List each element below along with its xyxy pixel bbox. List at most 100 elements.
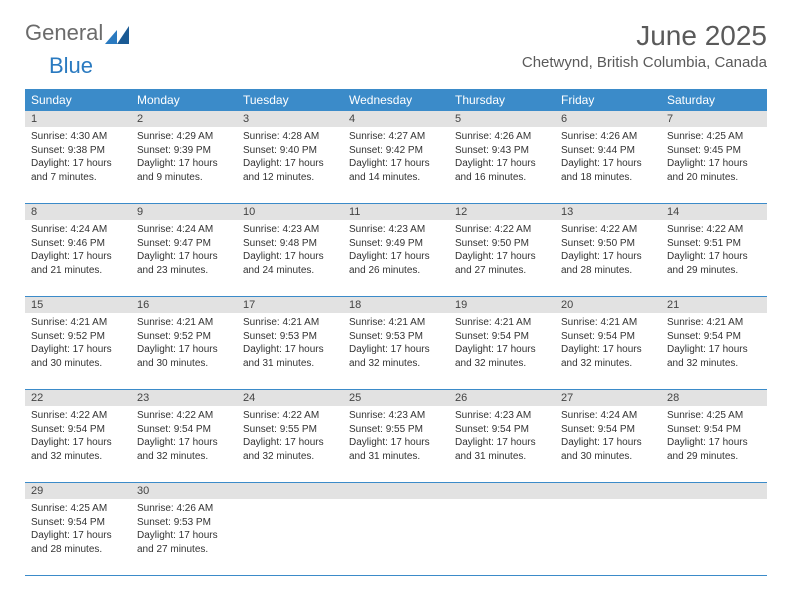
calendar-cell: Sunrise: 4:21 AMSunset: 9:54 PMDaylight:… (661, 313, 767, 389)
calendar-cell (237, 499, 343, 575)
week-row: Sunrise: 4:21 AMSunset: 9:52 PMDaylight:… (25, 313, 767, 390)
week-row: Sunrise: 4:24 AMSunset: 9:46 PMDaylight:… (25, 220, 767, 297)
day-number: 5 (449, 111, 555, 127)
calendar-cell: Sunrise: 4:26 AMSunset: 9:44 PMDaylight:… (555, 127, 661, 203)
week-row: Sunrise: 4:25 AMSunset: 9:54 PMDaylight:… (25, 499, 767, 576)
cell-content: Sunrise: 4:21 AMSunset: 9:53 PMDaylight:… (243, 316, 337, 370)
cell-content: Sunrise: 4:21 AMSunset: 9:54 PMDaylight:… (455, 316, 549, 370)
day-number: 24 (237, 390, 343, 406)
cell-content: Sunrise: 4:21 AMSunset: 9:54 PMDaylight:… (667, 316, 761, 370)
day-header-cell: Monday (131, 89, 237, 111)
day-number: 1 (25, 111, 131, 127)
cell-content: Sunrise: 4:23 AMSunset: 9:49 PMDaylight:… (349, 223, 443, 277)
day-number: 7 (661, 111, 767, 127)
cell-content: Sunrise: 4:25 AMSunset: 9:45 PMDaylight:… (667, 130, 761, 184)
calendar-cell: Sunrise: 4:25 AMSunset: 9:54 PMDaylight:… (661, 406, 767, 482)
day-number: 12 (449, 204, 555, 220)
calendar-cell (449, 499, 555, 575)
cell-content: Sunrise: 4:21 AMSunset: 9:54 PMDaylight:… (561, 316, 655, 370)
day-number: 29 (25, 483, 131, 499)
calendar-cell: Sunrise: 4:24 AMSunset: 9:47 PMDaylight:… (131, 220, 237, 296)
location: Chetwynd, British Columbia, Canada (522, 54, 767, 71)
day-number: 17 (237, 297, 343, 313)
calendar-cell (555, 499, 661, 575)
calendar-cell: Sunrise: 4:25 AMSunset: 9:54 PMDaylight:… (25, 499, 131, 575)
calendar-cell: Sunrise: 4:27 AMSunset: 9:42 PMDaylight:… (343, 127, 449, 203)
day-number: 2 (131, 111, 237, 127)
cell-content: Sunrise: 4:30 AMSunset: 9:38 PMDaylight:… (31, 130, 125, 184)
cell-content: Sunrise: 4:26 AMSunset: 9:43 PMDaylight:… (455, 130, 549, 184)
cell-content: Sunrise: 4:26 AMSunset: 9:44 PMDaylight:… (561, 130, 655, 184)
day-number: 26 (449, 390, 555, 406)
cell-content: Sunrise: 4:23 AMSunset: 9:48 PMDaylight:… (243, 223, 337, 277)
cell-content: Sunrise: 4:24 AMSunset: 9:54 PMDaylight:… (561, 409, 655, 463)
month-title: June 2025 (522, 20, 767, 52)
day-header-cell: Saturday (661, 89, 767, 111)
calendar-cell: Sunrise: 4:23 AMSunset: 9:49 PMDaylight:… (343, 220, 449, 296)
cell-content: Sunrise: 4:22 AMSunset: 9:55 PMDaylight:… (243, 409, 337, 463)
calendar-cell: Sunrise: 4:28 AMSunset: 9:40 PMDaylight:… (237, 127, 343, 203)
day-number: 15 (25, 297, 131, 313)
cell-content: Sunrise: 4:24 AMSunset: 9:47 PMDaylight:… (137, 223, 231, 277)
cell-content: Sunrise: 4:25 AMSunset: 9:54 PMDaylight:… (667, 409, 761, 463)
cell-content: Sunrise: 4:23 AMSunset: 9:55 PMDaylight:… (349, 409, 443, 463)
cell-content: Sunrise: 4:21 AMSunset: 9:53 PMDaylight:… (349, 316, 443, 370)
day-number: 6 (555, 111, 661, 127)
day-number: 20 (555, 297, 661, 313)
cell-content: Sunrise: 4:28 AMSunset: 9:40 PMDaylight:… (243, 130, 337, 184)
day-number (237, 483, 343, 499)
week-row: Sunrise: 4:30 AMSunset: 9:38 PMDaylight:… (25, 127, 767, 204)
day-number: 8 (25, 204, 131, 220)
cell-content: Sunrise: 4:22 AMSunset: 9:54 PMDaylight:… (31, 409, 125, 463)
calendar-cell: Sunrise: 4:22 AMSunset: 9:54 PMDaylight:… (131, 406, 237, 482)
calendar-cell: Sunrise: 4:23 AMSunset: 9:48 PMDaylight:… (237, 220, 343, 296)
day-number (343, 483, 449, 499)
logo-icon (105, 24, 129, 42)
day-number: 30 (131, 483, 237, 499)
day-number-row: 1234567 (25, 111, 767, 127)
day-header-cell: Tuesday (237, 89, 343, 111)
day-number: 9 (131, 204, 237, 220)
day-number (661, 483, 767, 499)
day-number: 13 (555, 204, 661, 220)
calendar-cell: Sunrise: 4:22 AMSunset: 9:54 PMDaylight:… (25, 406, 131, 482)
calendar-cell (661, 499, 767, 575)
calendar-cell: Sunrise: 4:21 AMSunset: 9:52 PMDaylight:… (131, 313, 237, 389)
cell-content: Sunrise: 4:24 AMSunset: 9:46 PMDaylight:… (31, 223, 125, 277)
calendar-cell: Sunrise: 4:22 AMSunset: 9:50 PMDaylight:… (449, 220, 555, 296)
cell-content: Sunrise: 4:27 AMSunset: 9:42 PMDaylight:… (349, 130, 443, 184)
calendar: SundayMondayTuesdayWednesdayThursdayFrid… (25, 89, 767, 576)
day-header-cell: Sunday (25, 89, 131, 111)
cell-content: Sunrise: 4:23 AMSunset: 9:54 PMDaylight:… (455, 409, 549, 463)
day-number: 10 (237, 204, 343, 220)
cell-content: Sunrise: 4:22 AMSunset: 9:50 PMDaylight:… (455, 223, 549, 277)
calendar-cell: Sunrise: 4:21 AMSunset: 9:54 PMDaylight:… (449, 313, 555, 389)
cell-content: Sunrise: 4:21 AMSunset: 9:52 PMDaylight:… (31, 316, 125, 370)
calendar-cell: Sunrise: 4:26 AMSunset: 9:43 PMDaylight:… (449, 127, 555, 203)
day-header-cell: Wednesday (343, 89, 449, 111)
day-number (555, 483, 661, 499)
day-header-cell: Friday (555, 89, 661, 111)
cell-content: Sunrise: 4:22 AMSunset: 9:51 PMDaylight:… (667, 223, 761, 277)
calendar-cell (343, 499, 449, 575)
day-number: 22 (25, 390, 131, 406)
day-number (449, 483, 555, 499)
calendar-cell: Sunrise: 4:24 AMSunset: 9:54 PMDaylight:… (555, 406, 661, 482)
calendar-cell: Sunrise: 4:22 AMSunset: 9:55 PMDaylight:… (237, 406, 343, 482)
calendar-cell: Sunrise: 4:21 AMSunset: 9:54 PMDaylight:… (555, 313, 661, 389)
day-number: 21 (661, 297, 767, 313)
day-number-row: 22232425262728 (25, 390, 767, 406)
day-header-cell: Thursday (449, 89, 555, 111)
week-row: Sunrise: 4:22 AMSunset: 9:54 PMDaylight:… (25, 406, 767, 483)
day-number: 27 (555, 390, 661, 406)
day-number-row: 15161718192021 (25, 297, 767, 313)
day-header-row: SundayMondayTuesdayWednesdayThursdayFrid… (25, 89, 767, 111)
calendar-cell: Sunrise: 4:21 AMSunset: 9:52 PMDaylight:… (25, 313, 131, 389)
calendar-cell: Sunrise: 4:22 AMSunset: 9:51 PMDaylight:… (661, 220, 767, 296)
day-number-row: 891011121314 (25, 204, 767, 220)
logo: General (25, 20, 129, 46)
calendar-cell: Sunrise: 4:24 AMSunset: 9:46 PMDaylight:… (25, 220, 131, 296)
day-number: 28 (661, 390, 767, 406)
calendar-cell: Sunrise: 4:21 AMSunset: 9:53 PMDaylight:… (237, 313, 343, 389)
day-number: 18 (343, 297, 449, 313)
